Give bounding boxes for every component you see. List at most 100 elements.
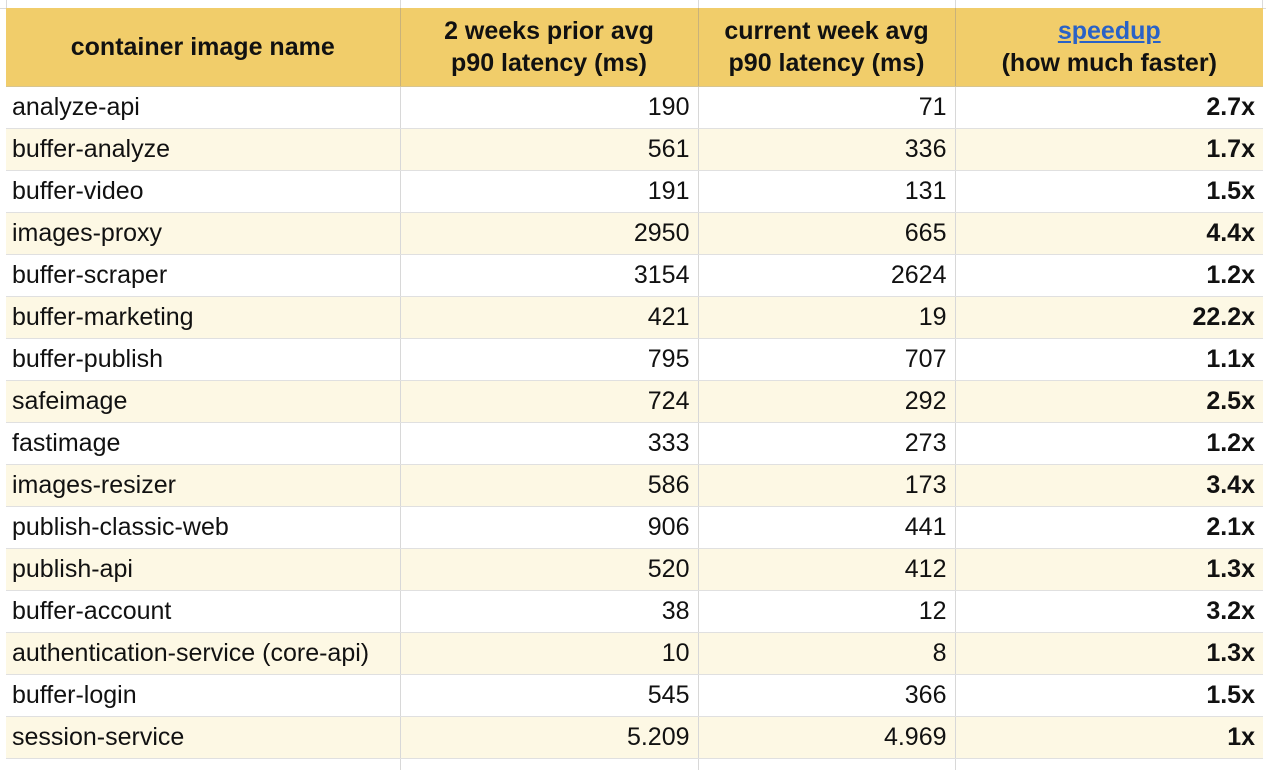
table-row: buffer-login 545 366 1.5x [6,674,1263,717]
cell-current-latency[interactable]: 19 [698,296,956,339]
header-label-line-1: 2 weeks prior avg [444,17,654,45]
header-cell-container-name[interactable]: container image name [6,8,401,87]
cell-speedup[interactable]: 1.2x [955,254,1263,297]
table-row: publish-classic-web 906 441 2.1x [6,506,1263,549]
speedup-link[interactable]: speedup [1057,17,1161,45]
latency-table: container image name 2 weeks prior avg p… [6,8,1263,770]
cell-container-name[interactable]: buffer-analyze [6,128,401,171]
cell-prior-latency[interactable]: 5.209 [400,716,699,759]
header-label: container image name [70,33,335,61]
cell-current-latency[interactable]: 8 [698,632,956,675]
cell-container-name[interactable]: images-proxy [6,212,401,255]
table-row: analyze-api 190 71 2.7x [6,86,1263,129]
cell-prior-latency[interactable]: 38 [400,590,699,633]
table-row: publish-api 520 412 1.3x [6,548,1263,591]
header-row: container image name 2 weeks prior avg p… [6,8,1263,87]
cell-container-name[interactable]: buffer-video [6,170,401,213]
cell-speedup[interactable]: 1.5x [955,170,1263,213]
cell-current-latency[interactable]: 2624 [698,254,956,297]
cell-prior-latency[interactable]: 191 [400,170,699,213]
cell-prior-latency[interactable]: 333 [400,422,699,465]
cell-speedup[interactable]: 2.5x [955,380,1263,423]
cell-prior-latency[interactable]: 724 [400,380,699,423]
cell-current-latency[interactable]: 292 [698,380,956,423]
cell-speedup[interactable]: 4.4x [955,212,1263,255]
cell-prior-latency[interactable]: 561 [400,128,699,171]
empty-cell[interactable] [955,758,1263,770]
cell-current-latency[interactable]: 131 [698,170,956,213]
cell-speedup[interactable]: 1.1x [955,338,1263,381]
cell-current-latency[interactable]: 366 [698,674,956,717]
cell-speedup[interactable]: 22.2x [955,296,1263,339]
table-row: authentication-service (core-api) 10 8 1… [6,632,1263,675]
cell-container-name[interactable]: session-service [6,716,401,759]
cell-prior-latency[interactable]: 421 [400,296,699,339]
cell-speedup[interactable]: 1.5x [955,674,1263,717]
table-row: fastimage 333 273 1.2x [6,422,1263,465]
cell-prior-latency[interactable]: 3154 [400,254,699,297]
cell-speedup[interactable]: 1.7x [955,128,1263,171]
cell-container-name[interactable]: authentication-service (core-api) [6,632,401,675]
column-separator [400,0,401,8]
column-separator [6,0,7,8]
cell-container-name[interactable]: safeimage [6,380,401,423]
cell-speedup[interactable]: 1x [955,716,1263,759]
header-label-line-2: (how much faster) [1001,49,1217,77]
cell-prior-latency[interactable]: 2950 [400,212,699,255]
table-row: buffer-scraper 3154 2624 1.2x [6,254,1263,297]
cell-prior-latency[interactable]: 10 [400,632,699,675]
empty-cell[interactable] [6,758,401,770]
cell-container-name[interactable]: buffer-login [6,674,401,717]
column-separator [698,0,699,8]
cell-speedup[interactable]: 2.1x [955,506,1263,549]
cell-container-name[interactable]: fastimage [6,422,401,465]
cell-current-latency[interactable]: 4.969 [698,716,956,759]
cell-speedup[interactable]: 2.7x [955,86,1263,129]
cell-current-latency[interactable]: 441 [698,506,956,549]
cell-prior-latency[interactable]: 586 [400,464,699,507]
cell-container-name[interactable]: buffer-marketing [6,296,401,339]
cell-current-latency[interactable]: 665 [698,212,956,255]
cell-current-latency[interactable]: 707 [698,338,956,381]
cell-speedup[interactable]: 3.4x [955,464,1263,507]
cell-prior-latency[interactable]: 190 [400,86,699,129]
empty-cell[interactable] [698,758,956,770]
header-cell-current-latency[interactable]: current week avg p90 latency (ms) [698,8,956,87]
column-separator [955,0,956,8]
cell-speedup[interactable]: 1.3x [955,632,1263,675]
cell-current-latency[interactable]: 336 [698,128,956,171]
cell-speedup[interactable]: 3.2x [955,590,1263,633]
header-label-line-2: p90 latency (ms) [728,49,925,77]
cell-prior-latency[interactable]: 545 [400,674,699,717]
table-row: safeimage 724 292 2.5x [6,380,1263,423]
cell-container-name[interactable]: images-resizer [6,464,401,507]
cell-current-latency[interactable]: 12 [698,590,956,633]
cell-current-latency[interactable]: 173 [698,464,956,507]
table-row: images-proxy 2950 665 4.4x [6,212,1263,255]
header-label-line-2: p90 latency (ms) [451,49,647,77]
cell-container-name[interactable]: analyze-api [6,86,401,129]
table-row: buffer-publish 795 707 1.1x [6,338,1263,381]
cell-current-latency[interactable]: 273 [698,422,956,465]
cell-prior-latency[interactable]: 906 [400,506,699,549]
cell-current-latency[interactable]: 412 [698,548,956,591]
header-label-line-1: current week avg [724,17,929,45]
table-row: buffer-marketing 421 19 22.2x [6,296,1263,339]
cell-container-name[interactable]: buffer-publish [6,338,401,381]
cell-container-name[interactable]: publish-api [6,548,401,591]
empty-cell[interactable] [400,758,699,770]
header-cell-speedup[interactable]: speedup (how much faster) [955,8,1263,87]
cell-container-name[interactable]: buffer-account [6,590,401,633]
table-row: session-service 5.209 4.969 1x [6,716,1263,759]
cell-container-name[interactable]: publish-classic-web [6,506,401,549]
cell-speedup[interactable]: 1.2x [955,422,1263,465]
cell-container-name[interactable]: buffer-scraper [6,254,401,297]
cell-prior-latency[interactable]: 520 [400,548,699,591]
cell-prior-latency[interactable]: 795 [400,338,699,381]
header-cell-prior-latency[interactable]: 2 weeks prior avg p90 latency (ms) [400,8,699,87]
cell-speedup[interactable]: 1.3x [955,548,1263,591]
table-row: buffer-analyze 561 336 1.7x [6,128,1263,171]
cell-current-latency[interactable]: 71 [698,86,956,129]
table-row: buffer-account 38 12 3.2x [6,590,1263,633]
